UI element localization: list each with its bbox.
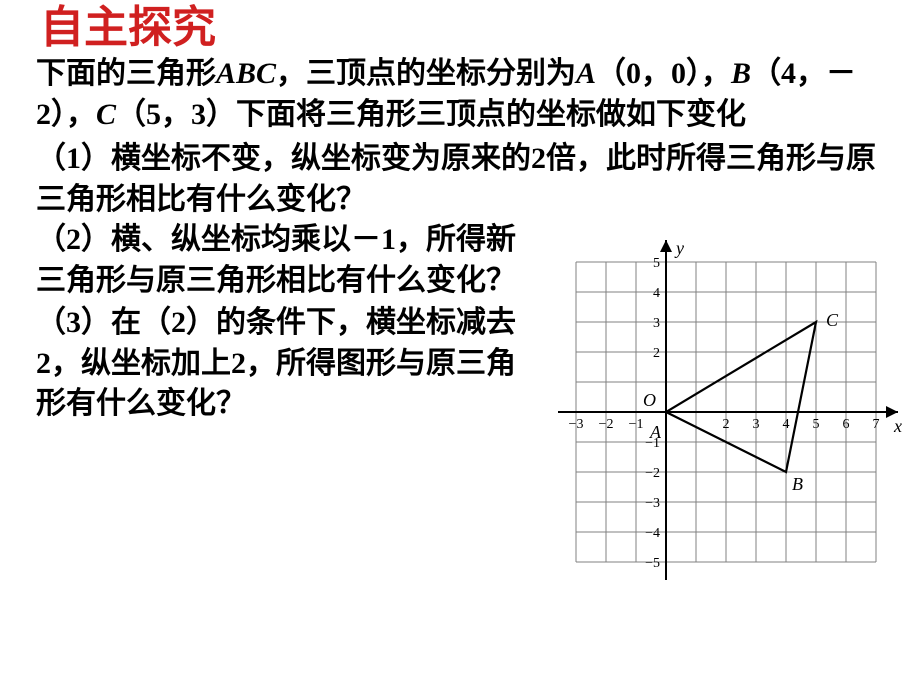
- svg-text:B: B: [792, 474, 803, 494]
- svg-text:x: x: [893, 416, 902, 436]
- question-1: （1）横坐标不变，纵坐标变为原来的2倍，此时所得三角形与原三角形相比有什么变化？: [0, 135, 920, 220]
- svg-text:6: 6: [843, 417, 850, 432]
- svg-text:7: 7: [873, 417, 880, 432]
- svg-text:5: 5: [653, 256, 660, 271]
- svg-text:2: 2: [653, 346, 660, 361]
- svg-text:A: A: [649, 422, 662, 442]
- svg-text:3: 3: [653, 316, 660, 331]
- problem-intro: 下面的三角形ABC，三顶点的坐标分别为A（0，0），B（4，－2），C（5，3）…: [0, 52, 920, 135]
- svg-text:−3: −3: [645, 496, 660, 511]
- svg-text:4: 4: [653, 286, 660, 301]
- svg-text:O: O: [643, 390, 656, 410]
- section-title: 自主探究: [0, 0, 920, 52]
- svg-text:−2: −2: [645, 466, 660, 481]
- svg-text:−2: −2: [599, 417, 614, 432]
- svg-text:−5: −5: [645, 556, 660, 571]
- question-3: （3）在（2）的条件下，横坐标减去2，纵坐标加上2，所得图形与原三角形有什么变化…: [36, 301, 522, 425]
- graph-svg: −3−2−1234567−5−4−3−2−12345OxyABC: [524, 238, 906, 626]
- svg-text:−1: −1: [629, 417, 644, 432]
- svg-text:5: 5: [813, 417, 820, 432]
- svg-text:3: 3: [753, 417, 760, 432]
- svg-text:4: 4: [783, 417, 790, 432]
- svg-text:C: C: [826, 310, 839, 330]
- svg-text:−4: −4: [645, 526, 660, 541]
- question-2: （2）横、纵坐标均乘以－1，所得新三角形与原三角形相比有什么变化？: [36, 220, 522, 301]
- coordinate-graph: −3−2−1234567−5−4−3−2−12345OxyABC: [524, 238, 906, 631]
- svg-text:y: y: [674, 238, 684, 258]
- svg-text:−3: −3: [569, 417, 584, 432]
- svg-text:2: 2: [723, 417, 730, 432]
